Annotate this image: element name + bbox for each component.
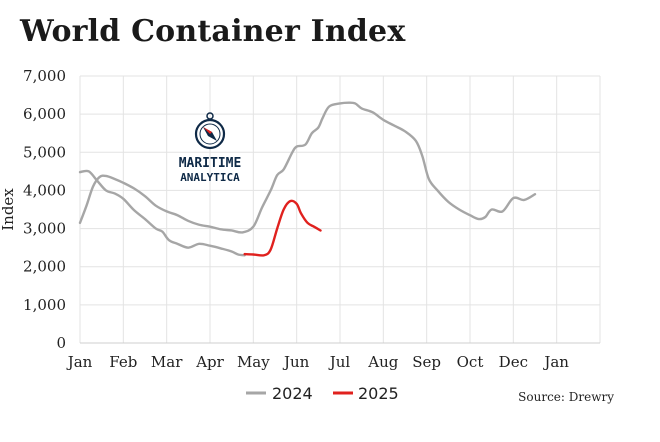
y-tick-label: 5,000 bbox=[23, 143, 66, 161]
x-tick-label: May bbox=[237, 353, 270, 371]
y-tick-label: 0 bbox=[56, 334, 66, 352]
series-line-2 bbox=[243, 199, 322, 257]
y-tick-label: 2,000 bbox=[23, 258, 66, 276]
y-tick-label: 7,000 bbox=[23, 67, 66, 85]
x-tick-label: Mar bbox=[151, 353, 183, 371]
grid bbox=[79, 75, 601, 344]
y-axis-label: Index bbox=[0, 188, 17, 231]
x-tick-label: Jun bbox=[282, 353, 310, 371]
maritime-analytica-logo: MARITIME ANALYTICA bbox=[179, 112, 242, 184]
logo-line-1: MARITIME bbox=[179, 156, 242, 171]
x-tick-label: Apr bbox=[195, 353, 224, 371]
logo-line-2: ANALYTICA bbox=[180, 171, 240, 184]
x-tick-label: Feb bbox=[109, 353, 137, 371]
y-tick-label: 6,000 bbox=[23, 105, 66, 123]
x-ticks: Jan Feb Mar Apr May Jun Jul Aug Sep Oct Dec Jan bbox=[66, 353, 570, 371]
x-tick-label: Jan bbox=[542, 353, 569, 371]
source-note: Source: Drewry bbox=[518, 390, 614, 404]
x-tick-label: Jul bbox=[328, 353, 351, 371]
series-line-1 bbox=[78, 169, 246, 257]
series-line-0 bbox=[78, 101, 537, 234]
legend-label-2025: 2025 bbox=[358, 384, 399, 403]
y-tick-label: 1,000 bbox=[23, 296, 66, 314]
chart-title: World Container Index bbox=[20, 14, 406, 49]
y-ticks: 0 1,000 2,000 3,000 4,000 5,000 6,000 7,000 bbox=[23, 67, 66, 352]
series-lines bbox=[78, 101, 537, 257]
x-tick-label: Aug bbox=[367, 353, 398, 371]
legend: 2024 2025 bbox=[246, 384, 399, 403]
x-tick-label: Jan bbox=[66, 353, 93, 371]
y-tick-label: 3,000 bbox=[23, 220, 66, 238]
compass-icon bbox=[194, 112, 226, 150]
legend-label-2024: 2024 bbox=[272, 384, 313, 403]
y-tick-label: 4,000 bbox=[23, 181, 66, 199]
x-tick-label: Dec bbox=[499, 353, 528, 371]
x-tick-label: Sep bbox=[412, 353, 441, 371]
x-tick-label: Oct bbox=[457, 353, 484, 371]
